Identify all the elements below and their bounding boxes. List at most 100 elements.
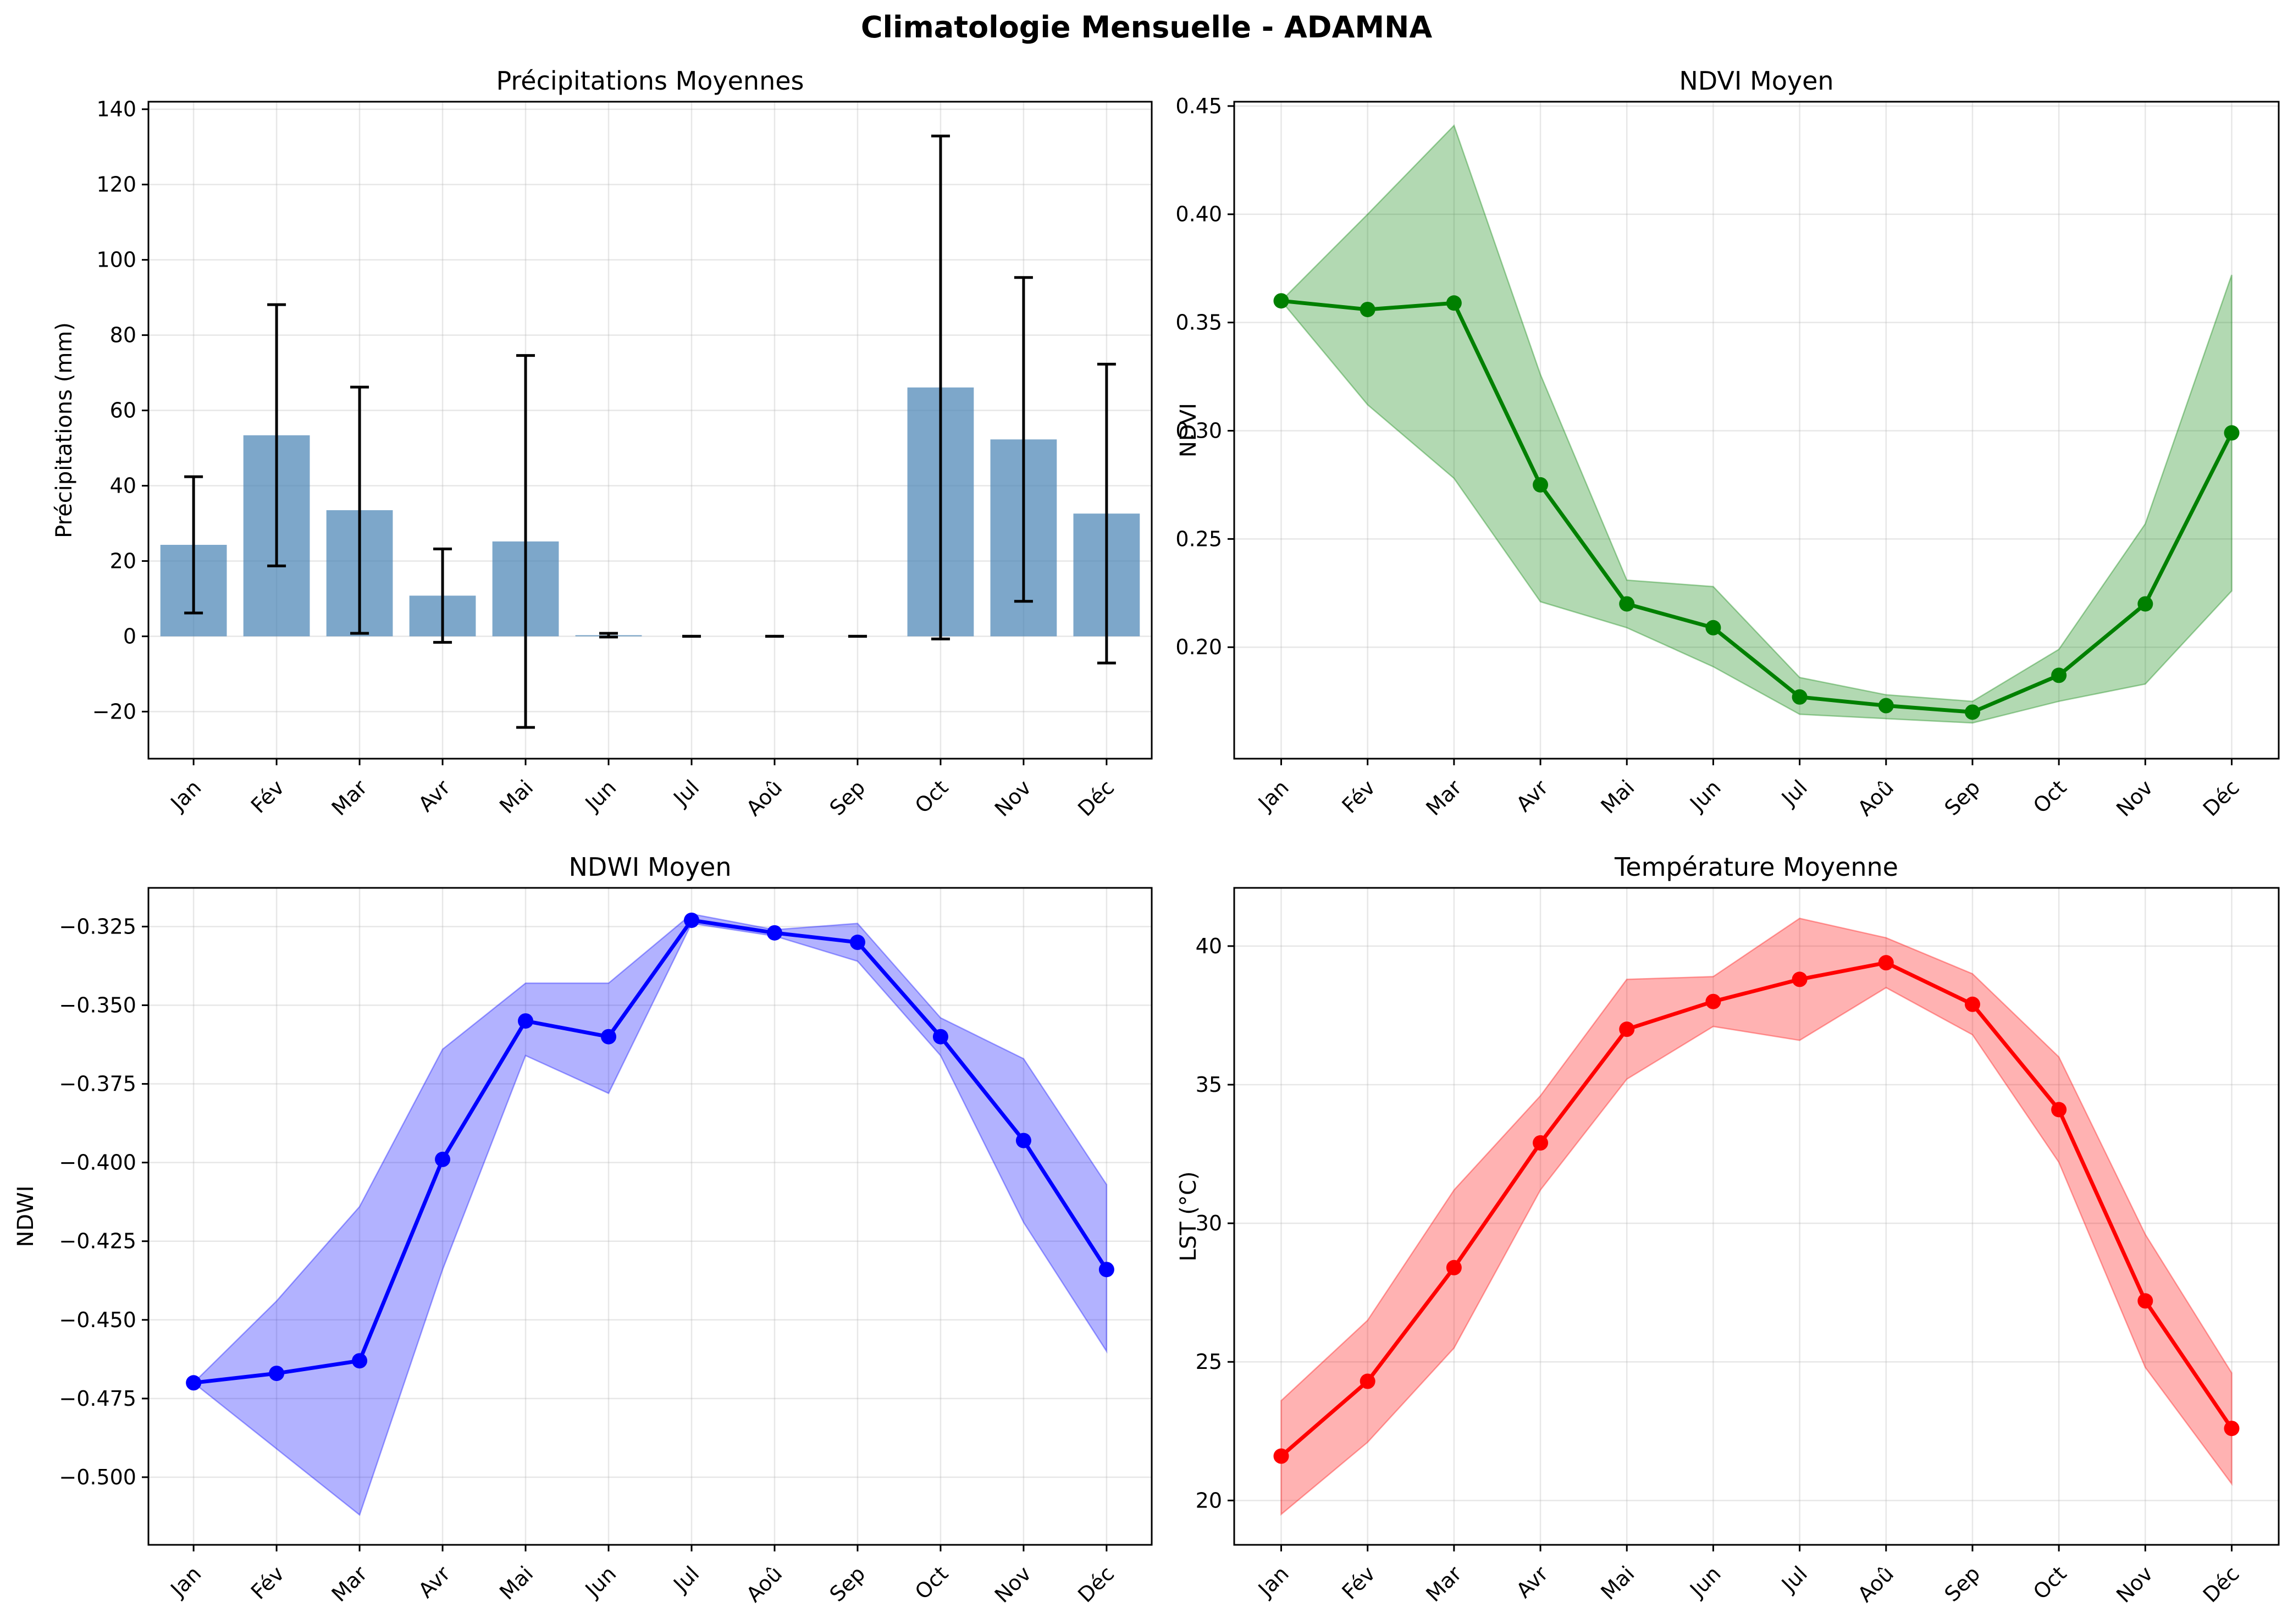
subplot-title: Précipitations Moyennes (496, 66, 804, 96)
x-tick-label: Fév (246, 1561, 289, 1604)
x-tick-label: Jul (1776, 1561, 1812, 1597)
x-tick-label: Mai (495, 1561, 538, 1604)
data-point-Aoû (1878, 955, 1894, 971)
x-tick-label: Déc (2198, 1561, 2244, 1607)
x-tick-label: Déc (1073, 1561, 1119, 1607)
y-tick-label: 20 (1196, 1488, 1222, 1512)
data-point-Déc (2224, 1421, 2240, 1437)
data-point-Sep (849, 935, 865, 951)
y-tick-label: 40 (110, 474, 136, 498)
x-tick-label: Jun (1684, 775, 1726, 816)
y-tick-label: −0.375 (59, 1072, 136, 1096)
y-tick-label: 0.20 (1175, 635, 1222, 659)
y-tick-label: 140 (96, 97, 136, 121)
y-tick-label: −0.500 (59, 1465, 136, 1489)
y-tick-label: 120 (96, 173, 136, 197)
y-tick-label: −0.475 (59, 1387, 136, 1411)
subplot-2: 0.20 0.25 0.30 0.35 0.40 0.45 Jan Fév Mar Avr Mai J… (1175, 66, 2280, 821)
x-tick-label: Fév (246, 775, 289, 818)
x-tick-label: Jun (580, 1561, 621, 1603)
error-bar-Avr (433, 548, 452, 644)
x-tick-label: Oct (910, 775, 953, 818)
y-tick-label: −0.425 (59, 1229, 136, 1253)
subplot-4: 20 25 30 35 40 Jan Fév Mar Avr Mai Jun Jul Aoû Sep Oct… (1176, 852, 2280, 1608)
x-tick-label: Mar (1421, 1561, 1466, 1606)
data-point-Fév (269, 1366, 285, 1382)
data-point-Mar (352, 1353, 368, 1369)
data-point-Jun (1705, 993, 1721, 1009)
y-tick-label: −0.325 (59, 914, 136, 938)
y-tick-label: 100 (96, 248, 136, 272)
data-point-Nov (2137, 1293, 2153, 1309)
x-tick-label: Oct (2029, 775, 2071, 818)
x-tick-label: Nov (990, 775, 1036, 821)
data-point-Mar (1446, 1260, 1462, 1275)
error-bar-Jan (184, 475, 203, 615)
y-tick-label: 0.45 (1175, 94, 1222, 118)
range-band (192, 913, 1108, 1516)
series-line (1281, 299, 2234, 714)
x-tick-label: Jun (1684, 1561, 1726, 1603)
data-point-Déc (2224, 425, 2240, 441)
data-point-Jul (1792, 689, 1808, 705)
x-tick-label: Mar (327, 1561, 372, 1606)
error-bar-Jun (599, 632, 618, 639)
data-point-Avr (435, 1151, 451, 1167)
x-tick-label: Fév (1338, 1561, 1380, 1604)
y-axis-label: NDWI (13, 1185, 38, 1247)
plot-frame (147, 887, 1153, 1546)
y-tick-label: −0.450 (59, 1308, 136, 1332)
range-band (1280, 124, 2233, 724)
plot-frame (1233, 887, 2280, 1546)
series-line (1280, 960, 2234, 1458)
y-tick-label: 0.40 (1175, 202, 1222, 227)
y-tick-label: 25 (1196, 1350, 1222, 1374)
x-tick-label: Sep (825, 1561, 870, 1606)
x-tick-label: Sep (1940, 1561, 1985, 1606)
series-line (193, 918, 1108, 1385)
x-tick-label: Nov (2112, 1561, 2158, 1608)
range-band (1280, 918, 2233, 1516)
data-point-Jul (683, 912, 699, 928)
x-tick-label: Aoû (1853, 775, 1898, 820)
data-point-Sep (1964, 704, 1980, 720)
error-bar-Mai (516, 354, 535, 729)
y-tick-label: 35 (1196, 1073, 1222, 1097)
y-tick-label: 30 (1196, 1211, 1222, 1235)
x-tick-label: Mai (1596, 775, 1639, 818)
data-point-Aoû (766, 925, 782, 941)
subplot-3: −0.500 −0.475 −0.450 −0.425 −0.400 −0.375 −0.3… (13, 852, 1153, 1608)
y-axis-label: Précipitations (mm) (52, 322, 77, 538)
data-point-Mai (518, 1013, 534, 1029)
y-tick-label: 80 (110, 323, 136, 347)
x-tick-label: Mar (1421, 775, 1466, 820)
data-point-Avr (1533, 1135, 1549, 1151)
x-tick-label: Jan (1253, 775, 1294, 816)
y-tick-label: 0.30 (1175, 418, 1222, 443)
x-tick-label: Jan (165, 775, 206, 816)
data-point-Jun (1705, 620, 1721, 636)
data-point-Avr (1533, 477, 1549, 493)
figure-title: Climatologie Mensuelle - ADAMNA (860, 10, 1433, 45)
data-point-Jan (186, 1375, 202, 1391)
x-tick-label: Jan (1253, 1561, 1294, 1602)
plot-frame (147, 101, 1153, 760)
x-tick-label: Avr (1512, 1561, 1553, 1603)
x-tick-label: Fév (1338, 775, 1380, 818)
y-tick-label: −0.400 (59, 1151, 136, 1175)
data-point-Jan (1273, 1448, 1289, 1464)
subplot-title: NDWI Moyen (568, 852, 731, 882)
data-point-Nov (1015, 1133, 1031, 1148)
y-tick-label: 40 (1196, 934, 1222, 958)
x-tick-label: Aoû (1853, 1561, 1898, 1606)
data-point-Oct (2051, 1102, 2067, 1118)
data-point-Mar (1446, 295, 1462, 311)
y-tick-label: 60 (110, 399, 136, 423)
subplot-title: Température Moyenne (1614, 852, 1898, 882)
x-tick-label: Sep (1940, 775, 1985, 820)
data-point-Mai (1619, 596, 1635, 612)
data-point-Oct (2051, 667, 2067, 683)
x-tick-label: Avr (414, 775, 455, 816)
y-tick-label: 0.35 (1175, 311, 1222, 335)
y-tick-label: 0 (123, 624, 136, 648)
